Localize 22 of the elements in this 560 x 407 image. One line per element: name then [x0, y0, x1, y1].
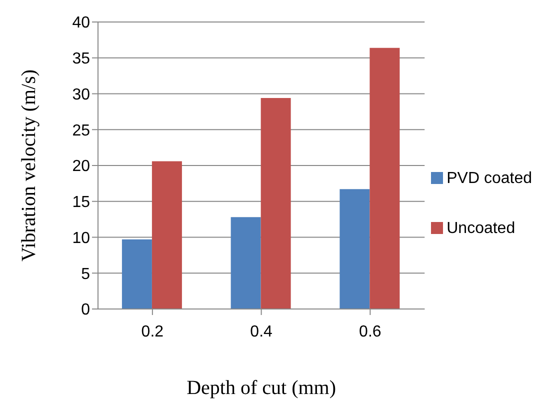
- y-tick-label: 10: [72, 230, 90, 247]
- y-tick-label: 25: [72, 122, 90, 140]
- bar: [260, 98, 291, 309]
- legend-label: Uncoated: [446, 220, 516, 236]
- legend-label: PVD coated: [446, 170, 532, 186]
- bar: [340, 189, 370, 309]
- bar: [370, 48, 400, 309]
- bar: [152, 161, 182, 309]
- y-tick-label: 35: [72, 50, 90, 68]
- y-tick-label: 30: [72, 86, 90, 104]
- y-tick-label: 0: [81, 302, 90, 319]
- y-tick-label: 15: [72, 194, 90, 212]
- y-tick-label: 40: [72, 14, 90, 32]
- y-tick-label: 20: [72, 158, 90, 176]
- x-tick-label: 0.6: [359, 323, 382, 340]
- x-tick-label: 0.2: [141, 323, 164, 340]
- x-axis-title: Depth of cut (mm): [186, 377, 336, 399]
- bar: [122, 239, 152, 309]
- y-tick-label: 5: [81, 266, 90, 283]
- y-axis-title: Vibration velocity (m/s): [18, 69, 40, 262]
- x-tick-label: 0.4: [250, 323, 273, 340]
- bar: [230, 217, 261, 309]
